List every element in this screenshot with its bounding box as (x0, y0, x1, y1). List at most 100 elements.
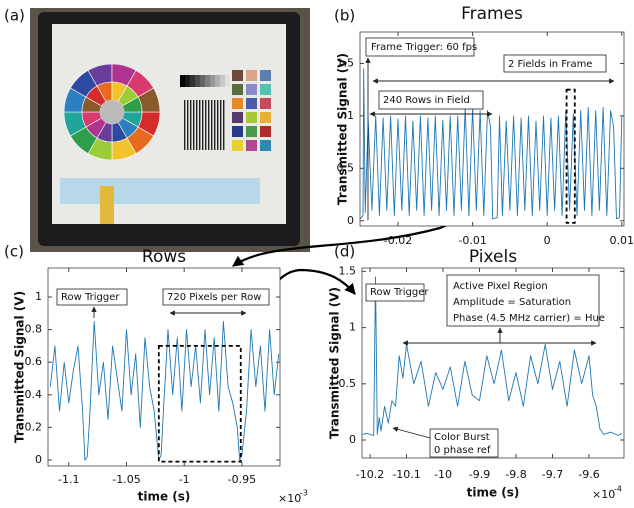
resolution-bar (193, 100, 194, 150)
annotation: Frame Trigger: 60 fps (371, 42, 477, 53)
swatch (246, 98, 257, 109)
x-tick-label: -10 (434, 468, 452, 481)
gray-step (195, 75, 200, 87)
y-tick-label: 0.5 (339, 377, 357, 390)
resolution-bar (217, 100, 218, 150)
x-tick-label: -9.9 (469, 468, 490, 481)
y-axis-label: Transmitted Signal (V) (336, 53, 350, 205)
swatch (246, 126, 257, 137)
gray-step (210, 75, 215, 87)
gray-step (225, 75, 230, 87)
x-tick-label: -1.05 (112, 473, 140, 486)
y-axis-label: Transmitted Signal (V) (328, 287, 342, 439)
resolution-bar (202, 100, 203, 150)
swatch (246, 112, 257, 123)
y-tick-label: 1.5 (337, 56, 355, 69)
x-tick-label: 0.01 (610, 234, 634, 247)
screen-band (60, 178, 260, 204)
annotation: 720 Pixels per Row (167, 292, 261, 303)
swatch (260, 140, 271, 151)
annotation: 240 Rows in Field (383, 95, 470, 106)
y-tick-label: 0 (347, 214, 354, 227)
x-tick-label: -10.1 (392, 468, 420, 481)
swatch (232, 98, 243, 109)
gray-step (220, 75, 225, 87)
annotation: Amplitude = Saturation (453, 297, 571, 308)
resolution-bar (196, 100, 197, 150)
swatch (260, 126, 271, 137)
x-exponent-base: ×10 (592, 488, 615, 501)
resolution-bar (208, 100, 209, 150)
y-tick-label: 1 (349, 321, 356, 334)
chart-title: Rows (142, 247, 186, 267)
y-tick-label: 0.6 (25, 355, 43, 368)
x-tick-label: -1 (179, 473, 190, 486)
resolution-bar (205, 100, 206, 150)
y-tick-label: 0.5 (337, 161, 355, 174)
swatch (260, 112, 271, 123)
swatch (246, 70, 257, 81)
yellow-bar (100, 186, 114, 224)
swatch (260, 70, 271, 81)
annotation: Color Burst (434, 432, 490, 443)
swatch (246, 140, 257, 151)
resolution-bar (199, 100, 200, 150)
swatch (260, 84, 271, 95)
y-tick-label: 0 (349, 433, 356, 446)
x-axis-label: time (s) (138, 490, 191, 504)
x-tick-label: -9.8 (505, 468, 526, 481)
panel-label: (c) (4, 243, 24, 261)
x-tick-label: -0.01 (458, 234, 486, 247)
gray-step (185, 75, 190, 87)
gray-step (200, 75, 205, 87)
x-exponent: -3 (300, 489, 308, 498)
color-wheel (64, 64, 160, 160)
y-tick-label: 1 (35, 290, 42, 303)
annotation: 0 phase ref (434, 445, 491, 456)
x-tick-label: -0.95 (228, 473, 256, 486)
annotation: Active Pixel Region (453, 281, 548, 292)
x-tick-label: -0.02 (384, 234, 412, 247)
chart-panel: (b) Frames Transmitted Signal (V) 0 0.5 1 1.5 -… (334, 4, 634, 247)
swatch (232, 112, 243, 123)
x-exponent-base: ×10 (278, 492, 301, 505)
annotation: Phase (4.5 MHz carrier) = Hue (453, 313, 605, 324)
resolution-bar (184, 100, 185, 150)
resolution-bar (220, 100, 221, 150)
chart-title: Frames (461, 4, 523, 24)
swatch (246, 84, 257, 95)
y-tick-label: 0.2 (25, 420, 43, 433)
x-tick-label: -9.7 (542, 468, 563, 481)
resolution-bar (214, 100, 215, 150)
panel-label: (b) (334, 7, 355, 25)
x-axis-label: time (s) (467, 486, 520, 500)
x-tick-label: -9.6 (578, 468, 599, 481)
swatch (232, 84, 243, 95)
gray-step (215, 75, 220, 87)
wheel-center (100, 100, 124, 124)
chart-title: Pixels (469, 247, 517, 267)
y-tick-label: 0.8 (25, 323, 43, 336)
gray-step (205, 75, 210, 87)
photo (30, 8, 310, 252)
resolution-bar (211, 100, 212, 150)
annotation: Row Trigger (61, 292, 120, 303)
panel-label: (a) (4, 7, 25, 25)
swatch (232, 70, 243, 81)
y-tick-label: 1.5 (339, 264, 357, 277)
resolution-bar (190, 100, 191, 150)
y-tick-label: 1 (347, 109, 354, 122)
x-tick-label: -10.2 (356, 468, 384, 481)
gray-step (190, 75, 195, 87)
gray-step (180, 75, 185, 87)
resolution-bar (223, 100, 224, 150)
y-tick-label: 0 (35, 453, 42, 466)
chart-panel: (d)PixelsTransmitted Signal (V)time (s)×… (328, 243, 625, 502)
swatch (232, 140, 243, 151)
annotation: 2 Fields in Frame (508, 59, 592, 70)
x-tick-label: 0 (544, 234, 551, 247)
figure: (a) (b) Frames Transmitted Signal (V) 0 0.5 1… (0, 0, 634, 508)
y-tick-label: 0.4 (25, 388, 43, 401)
swatch (232, 126, 243, 137)
